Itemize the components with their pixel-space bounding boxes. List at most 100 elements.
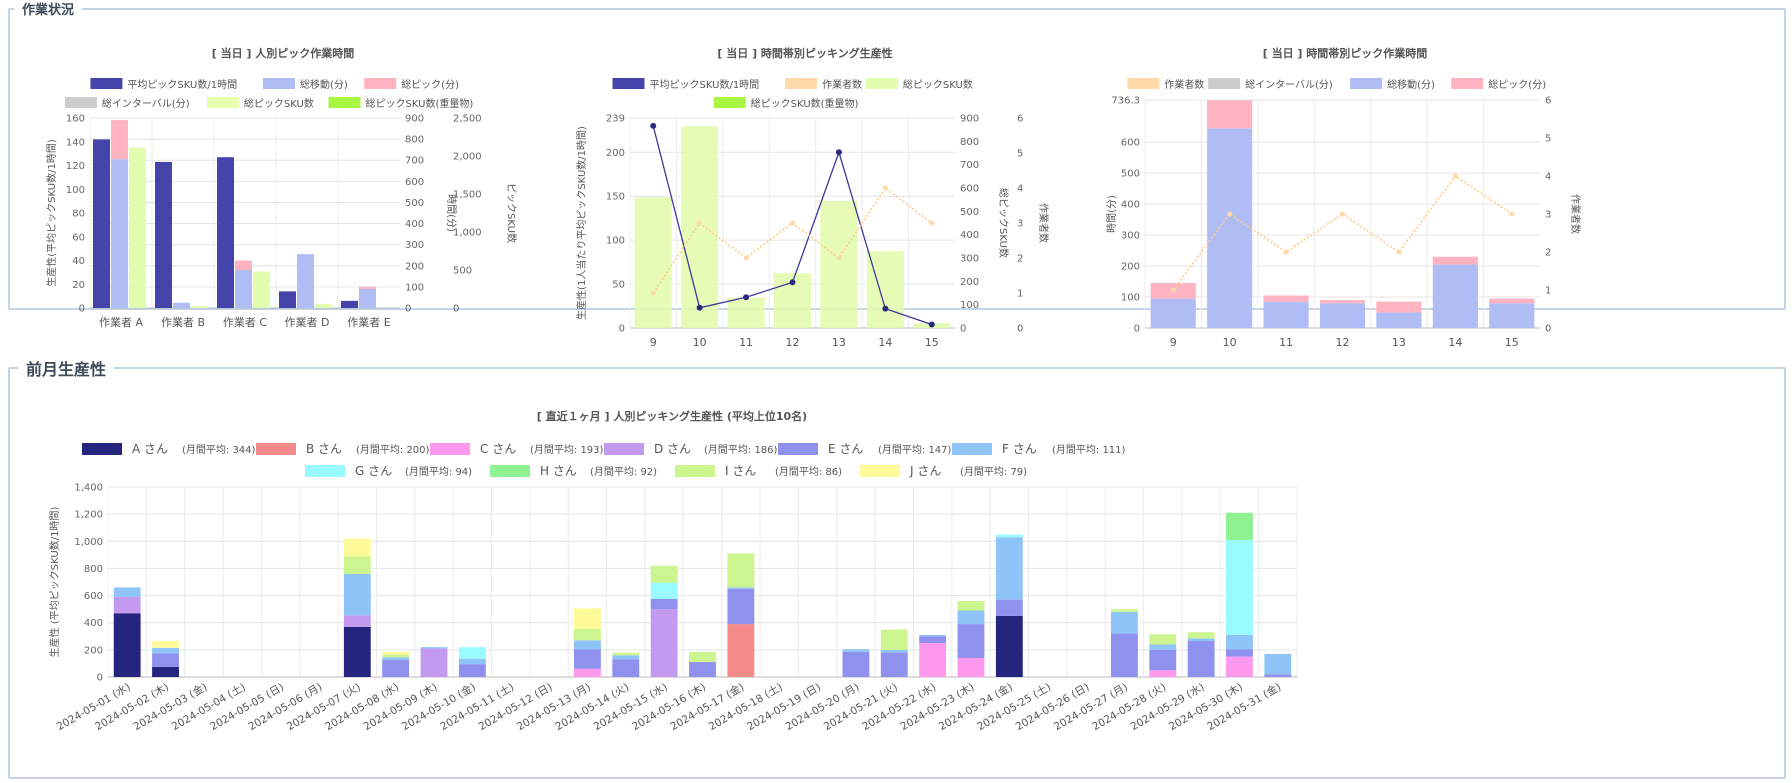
bar-move — [235, 270, 252, 308]
bar-e-san — [612, 659, 640, 677]
point-avg-pick — [650, 122, 657, 129]
point-workers — [743, 255, 749, 261]
x-tick-label: 作業者 A — [99, 316, 143, 329]
bar-pick — [1319, 300, 1366, 304]
bar-e-san — [842, 651, 870, 677]
bar-f-san — [880, 649, 908, 653]
y-right-tick: 900 — [960, 114, 979, 125]
point-workers — [1396, 249, 1402, 255]
legend-label: I さん — [725, 464, 756, 478]
y-left-tick: 140 — [66, 137, 85, 148]
y-right-tick: 0 — [960, 324, 966, 335]
x-tick-label: 作業者 B — [161, 316, 205, 329]
y-axis-label: 生産性(1人当たり平均ピックSKU数/1時間) — [575, 126, 588, 320]
legend-swatch — [785, 78, 818, 89]
legend-label: 総移動(分) — [1387, 78, 1435, 91]
bar-move — [1319, 303, 1366, 328]
bar-move — [1263, 301, 1309, 328]
y-left-tick: 50 — [612, 280, 625, 291]
point-avg-pick — [696, 304, 703, 311]
y2-axis-label: 作業者数 — [1569, 194, 1582, 234]
x-tick-label: 14 — [878, 336, 892, 349]
bar-f-san — [382, 657, 410, 661]
legend-label: 総インターバル(分) — [1245, 78, 1333, 91]
legend-swatch — [328, 97, 361, 108]
y-left-tick: 0 — [619, 324, 625, 335]
bar-sku — [727, 297, 765, 328]
bar-e-san — [382, 660, 410, 677]
legend-swatch — [952, 443, 992, 455]
bar-f-san — [574, 640, 601, 650]
y-left-tick: 0 — [97, 673, 103, 684]
bar-sku — [253, 271, 270, 308]
bar-i-san — [1110, 609, 1138, 612]
bar-f-san — [1187, 638, 1215, 642]
y-axis-label: 生産性 (平均ピックSKU数/1時間) — [48, 507, 61, 658]
y-right-tick: 0 — [405, 304, 411, 315]
point-workers — [836, 255, 842, 261]
y-right2-tick: 1 — [1017, 289, 1023, 300]
x-tick-label: 10 — [693, 336, 707, 349]
y-right-tick: 300 — [405, 240, 424, 251]
bar-pick — [1207, 100, 1253, 129]
bar-j-san — [574, 608, 601, 629]
y-left-tick: 600 — [1121, 138, 1140, 149]
legend-swatch — [1208, 78, 1241, 89]
legend-swatch — [713, 97, 746, 108]
bar-g-san — [1226, 539, 1253, 635]
y-left-tick: 1,200 — [74, 510, 103, 521]
x-tick-label: 10 — [1223, 336, 1237, 349]
legend-swatch — [364, 78, 397, 89]
x-tick-label: 15 — [1505, 336, 1519, 349]
legend-swatch — [1127, 78, 1160, 89]
y-left-tick: 150 — [606, 192, 625, 203]
bar-e-san — [1187, 641, 1215, 677]
point-workers — [790, 220, 795, 226]
y-right-tick: 500 — [405, 198, 424, 209]
legend-avg: (月間平均: 193) — [530, 444, 604, 456]
bar-j-san — [382, 651, 410, 655]
y-left-tick: 1,400 — [74, 483, 103, 494]
bar-i-san — [689, 651, 716, 663]
bar-e-san — [1226, 649, 1253, 657]
bar-f-san — [1264, 653, 1292, 675]
point-workers — [1170, 287, 1176, 293]
legend-label: 総移動(分) — [300, 78, 348, 91]
bar-f-san — [957, 610, 985, 625]
chart-title: [ 当日 ] 時間帯別ピッキング生産性 — [717, 46, 892, 60]
point-workers — [697, 220, 703, 226]
legend-swatch — [90, 78, 123, 89]
y3-axis-label: 作業者数 — [1037, 203, 1050, 243]
x-tick-label: 11 — [1279, 336, 1293, 349]
bar-sku — [315, 303, 332, 308]
bar-move — [173, 302, 190, 308]
y-left-tick: 100 — [66, 185, 85, 196]
legend-label: 作業者数 — [1164, 78, 1204, 91]
point-avg-pick — [882, 305, 889, 312]
point-workers — [650, 290, 656, 296]
legend-avg: (月間平均: 86) — [775, 466, 842, 478]
x-tick-label: 9 — [650, 336, 657, 349]
y-right-tick: 4 — [1545, 172, 1551, 183]
bar-g-san — [995, 534, 1023, 538]
y-left-tick: 300 — [1121, 231, 1140, 242]
bar-move — [1376, 312, 1422, 328]
y-left-tick: 200 — [606, 148, 625, 159]
legend-label: 総ピック(分) — [401, 78, 459, 91]
y-right-tick: 200 — [405, 261, 424, 272]
legend-label: 総ピックSKU数 — [903, 78, 973, 91]
legend-swatch — [430, 443, 470, 455]
x-tick-label: 作業者 D — [285, 316, 330, 329]
legend-label: 総ピックSKU数 — [244, 97, 314, 110]
bar-d-san — [343, 615, 371, 627]
bar-j-san — [343, 538, 371, 557]
bar-avg-pick — [155, 161, 172, 308]
x-tick-label: 13 — [832, 336, 846, 349]
bar-avg-pick — [341, 300, 358, 308]
y-left-tick: 1,000 — [74, 537, 103, 548]
bar-e-san — [919, 636, 947, 644]
bar-pick — [111, 120, 128, 160]
y-right-tick: 400 — [960, 230, 979, 241]
y-right-tick: 6 — [1545, 96, 1551, 107]
legend-label: 平均ピックSKU数/1時間 — [127, 78, 237, 91]
